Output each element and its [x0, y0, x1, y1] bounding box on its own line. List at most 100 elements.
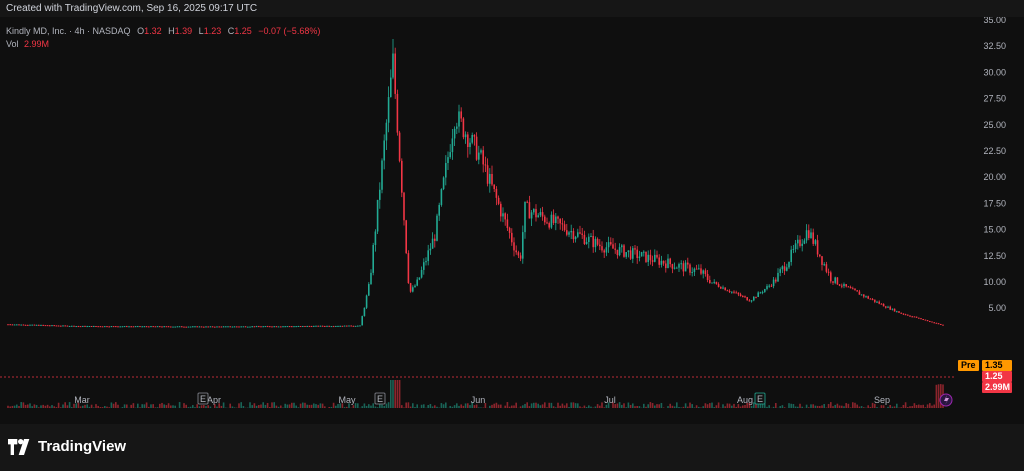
candle-body[interactable] — [814, 240, 817, 244]
candle-body[interactable] — [198, 326, 201, 328]
candle-body[interactable] — [297, 325, 300, 327]
candle-body[interactable] — [176, 326, 179, 328]
candle-body[interactable] — [211, 326, 214, 328]
candle-body[interactable] — [922, 319, 924, 321]
candle-body[interactable] — [110, 326, 113, 328]
candle-body[interactable] — [84, 325, 86, 327]
candle-body[interactable] — [484, 164, 487, 166]
candle-body[interactable] — [654, 254, 656, 262]
candle-body[interactable] — [863, 294, 865, 297]
candle-body[interactable] — [73, 325, 75, 327]
candle-body[interactable] — [489, 173, 491, 184]
candle-body[interactable] — [392, 53, 394, 78]
candle-body[interactable] — [291, 326, 293, 328]
candle-body[interactable] — [942, 324, 944, 326]
candle-body[interactable] — [937, 323, 940, 325]
candle-body[interactable] — [266, 326, 269, 328]
candle-body[interactable] — [341, 325, 344, 327]
candle-body[interactable] — [440, 189, 443, 205]
candle-body[interactable] — [86, 326, 88, 328]
candle-body[interactable] — [20, 324, 22, 326]
candle-body[interactable] — [854, 288, 856, 291]
candle-body[interactable] — [838, 284, 841, 286]
candle-body[interactable] — [222, 326, 225, 328]
earnings-marker[interactable] — [197, 392, 209, 405]
candle-body[interactable] — [77, 326, 80, 328]
candle-body[interactable] — [830, 272, 832, 282]
candle-body[interactable] — [282, 326, 284, 328]
candle-body[interactable] — [396, 93, 399, 133]
candle-body[interactable] — [497, 197, 500, 204]
candle-body[interactable] — [390, 77, 392, 98]
candle-body[interactable] — [880, 303, 883, 305]
candle-body[interactable] — [766, 286, 768, 290]
candle-body[interactable] — [183, 326, 185, 328]
candle-body[interactable] — [460, 111, 462, 119]
candle-body[interactable] — [640, 252, 643, 257]
candle-body[interactable] — [680, 263, 682, 265]
candle-body[interactable] — [337, 325, 339, 327]
candle-body[interactable] — [673, 267, 676, 269]
candle-body[interactable] — [453, 128, 456, 139]
candle-body[interactable] — [737, 292, 740, 295]
candle-body[interactable] — [836, 277, 839, 285]
candle-body[interactable] — [577, 232, 579, 237]
candle-body[interactable] — [513, 242, 515, 251]
candle-body[interactable] — [225, 326, 227, 328]
candle-body[interactable] — [108, 326, 110, 328]
candle-body[interactable] — [99, 326, 102, 328]
candle-body[interactable] — [429, 248, 432, 251]
candle-body[interactable] — [398, 132, 401, 161]
candle-body[interactable] — [38, 324, 40, 326]
candle-body[interactable] — [678, 264, 680, 268]
candle-body[interactable] — [22, 324, 25, 326]
candle-body[interactable] — [383, 140, 385, 161]
candle-body[interactable] — [53, 325, 55, 327]
candle-body[interactable] — [346, 325, 348, 327]
candle-body[interactable] — [504, 213, 506, 220]
candle-body[interactable] — [442, 177, 445, 190]
candle-body[interactable] — [112, 326, 115, 328]
candle-body[interactable] — [728, 290, 731, 292]
candle-body[interactable] — [805, 230, 808, 241]
candle-body[interactable] — [55, 325, 58, 327]
candle-body[interactable] — [913, 316, 916, 318]
candle-body[interactable] — [361, 316, 363, 326]
candle-body[interactable] — [192, 326, 194, 328]
candle-body[interactable] — [801, 243, 803, 246]
candle-body[interactable] — [552, 214, 555, 223]
candle-body[interactable] — [247, 326, 249, 328]
candle-body[interactable] — [271, 326, 273, 328]
candle-body[interactable] — [491, 173, 493, 185]
candle-body[interactable] — [280, 326, 282, 328]
candle-body[interactable] — [174, 326, 176, 328]
candle-body[interactable] — [414, 285, 416, 288]
candle-body[interactable] — [445, 163, 447, 178]
candle-body[interactable] — [764, 289, 766, 292]
candle-body[interactable] — [592, 235, 594, 248]
candle-body[interactable] — [121, 326, 124, 328]
candle-body[interactable] — [60, 325, 62, 327]
candle-body[interactable] — [196, 326, 198, 328]
candle-body[interactable] — [242, 326, 245, 328]
candle-body[interactable] — [11, 324, 14, 326]
candle-body[interactable] — [706, 274, 709, 280]
candle-body[interactable] — [739, 294, 742, 297]
candle-body[interactable] — [66, 325, 69, 327]
candle-body[interactable] — [425, 261, 427, 263]
candle-body[interactable] — [647, 254, 649, 262]
candle-body[interactable] — [379, 189, 381, 200]
candle-body[interactable] — [231, 326, 234, 328]
candle-body[interactable] — [407, 253, 410, 284]
candle-body[interactable] — [29, 324, 31, 326]
candle-body[interactable] — [258, 326, 260, 328]
candle-body[interactable] — [726, 290, 729, 292]
candle-body[interactable] — [16, 324, 18, 326]
candle-body[interactable] — [51, 325, 53, 327]
chart-area[interactable] — [0, 17, 1024, 424]
candle-body[interactable] — [522, 232, 524, 259]
candle-body[interactable] — [321, 325, 324, 327]
candle-body[interactable] — [607, 242, 610, 248]
candle-body[interactable] — [849, 287, 852, 289]
candle-body[interactable] — [9, 324, 11, 326]
